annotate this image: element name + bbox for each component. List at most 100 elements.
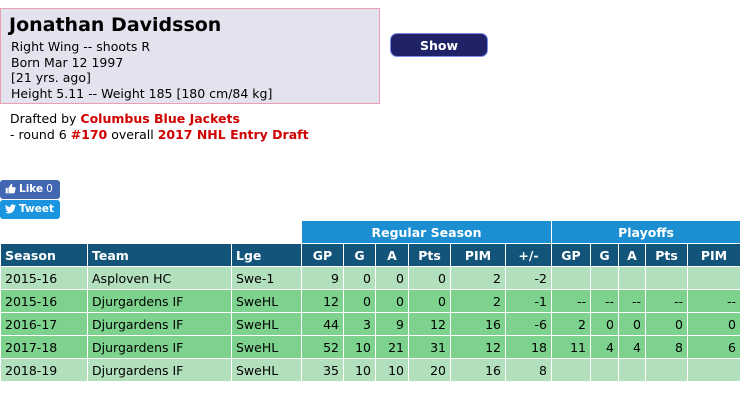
like-count: 0	[46, 183, 53, 195]
cell-reg-pim: 16	[450, 358, 506, 382]
cell-league: SweHL	[231, 358, 302, 382]
cell-po-pts	[645, 358, 688, 382]
table-row: 2017-18 Djurgardens IF SweHL 52 10 21 31 12 18 11…	[0, 335, 741, 359]
cell-reg-pim: 16	[450, 312, 506, 336]
cell-po-g	[590, 266, 619, 290]
cell-reg-g: 0	[343, 266, 376, 290]
column-header-team: Team	[87, 243, 232, 267]
draft-line-1: Drafted by Columbus Blue Jackets	[10, 111, 309, 127]
cell-team: Djurgardens IF	[87, 312, 232, 336]
cell-po-pim	[687, 358, 741, 382]
column-header-reg-pts: Pts	[408, 243, 451, 267]
blank-header-cell	[0, 220, 302, 244]
draft-team-link[interactable]: Columbus Blue Jackets	[80, 111, 240, 126]
cell-po-g: --	[590, 289, 619, 313]
thumbs-up-icon	[5, 183, 16, 194]
twitter-bird-icon	[5, 204, 16, 214]
player-position: Right Wing -- shoots R	[11, 39, 151, 54]
cell-reg-plus-minus: -6	[505, 312, 552, 336]
cell-reg-pim: 2	[450, 266, 506, 290]
cell-reg-g: 3	[343, 312, 376, 336]
cell-reg-gp: 12	[301, 289, 344, 313]
cell-po-g: 4	[590, 335, 619, 359]
cell-reg-a: 9	[375, 312, 409, 336]
stats-table-body: 2015-16 Asploven HC Swe-1 9 0 0 0 2 -2 2015-16 Dju…	[0, 266, 741, 382]
regular-season-header: Regular Season	[301, 220, 552, 244]
cell-po-gp	[551, 266, 591, 290]
draft-name-link[interactable]: 2017 NHL Entry Draft	[157, 127, 309, 142]
cell-reg-a: 10	[375, 358, 409, 382]
cell-reg-pts: 12	[408, 312, 451, 336]
cell-po-a: --	[618, 289, 646, 313]
table-row: 2016-17 Djurgardens IF SweHL 44 3 9 12 16 -6 2 0 0 0…	[0, 312, 741, 336]
column-header-reg-plus-minus: +/-	[505, 243, 552, 267]
column-header-reg-g: G	[343, 243, 376, 267]
cell-po-pim: --	[687, 289, 741, 313]
like-label: Like	[19, 183, 44, 195]
cell-reg-gp: 52	[301, 335, 344, 359]
table-row: 2015-16 Djurgardens IF SweHL 12 0 0 0 2 -1 -- -- --…	[0, 289, 741, 313]
tweet-button[interactable]: Tweet	[0, 200, 60, 219]
cell-po-pts: 8	[645, 335, 688, 359]
cell-team: Asploven HC	[87, 266, 232, 290]
column-header-reg-pim: PIM	[450, 243, 506, 267]
column-header-po-gp: GP	[551, 243, 591, 267]
player-name: Jonathan Davidsson	[9, 14, 222, 36]
cell-league: SweHL	[231, 289, 302, 313]
group-header-row: Regular Season Playoffs	[0, 220, 741, 244]
cell-season: 2018-19	[0, 358, 88, 382]
player-info-box: Jonathan Davidsson Right Wing -- shoots …	[0, 8, 380, 104]
cell-reg-g: 0	[343, 289, 376, 313]
cell-po-pts: --	[645, 289, 688, 313]
cell-reg-a: 0	[375, 266, 409, 290]
cell-po-pim: 0	[687, 312, 741, 336]
cell-po-g: 0	[590, 312, 619, 336]
column-header-league: Lge	[231, 243, 302, 267]
cell-po-gp: 11	[551, 335, 591, 359]
column-header-season: Season	[0, 243, 88, 267]
cell-po-a	[618, 358, 646, 382]
show-trades-button[interactable]: Show Trades	[390, 33, 488, 75]
cell-po-a: 4	[618, 335, 646, 359]
cell-po-pts	[645, 266, 688, 290]
cell-po-gp	[551, 358, 591, 382]
table-row: 2018-19 Djurgardens IF SweHL 35 10 10 20 16 8	[0, 358, 741, 382]
player-born: Born Mar 12 1997	[11, 54, 124, 70]
cell-reg-g: 10	[343, 335, 376, 359]
cell-season: 2015-16	[0, 266, 88, 290]
column-header-po-pim: PIM	[687, 243, 741, 267]
stats-table: Regular Season Playoffs Season Team Lge GP G…	[0, 220, 741, 382]
column-header-row: Season Team Lge GP G A Pts PIM +/- GP G A Pts PIM	[0, 243, 741, 267]
cell-po-a: 0	[618, 312, 646, 336]
cell-team: Djurgardens IF	[87, 358, 232, 382]
facebook-like-button[interactable]: Like 0	[0, 180, 60, 199]
cell-reg-plus-minus: 8	[505, 358, 552, 382]
cell-po-a	[618, 266, 646, 290]
cell-reg-pts: 0	[408, 266, 451, 290]
cell-reg-gp: 44	[301, 312, 344, 336]
cell-team: Djurgardens IF	[87, 289, 232, 313]
cell-po-pim	[687, 266, 741, 290]
column-header-reg-a: A	[375, 243, 409, 267]
draft-prefix: Drafted by	[10, 111, 81, 126]
cell-reg-gp: 9	[301, 266, 344, 290]
cell-league: SweHL	[231, 312, 302, 336]
cell-po-g	[590, 358, 619, 382]
cell-reg-plus-minus: 18	[505, 335, 552, 359]
cell-league: SweHL	[231, 335, 302, 359]
cell-reg-plus-minus: -1	[505, 289, 552, 313]
cell-reg-pts: 20	[408, 358, 451, 382]
cell-reg-a: 0	[375, 289, 409, 313]
cell-team: Djurgardens IF	[87, 335, 232, 359]
cell-reg-g: 10	[343, 358, 376, 382]
cell-season: 2017-18	[0, 335, 88, 359]
draft-pick-link[interactable]: #170	[70, 127, 108, 142]
draft-overall: overall	[107, 127, 158, 142]
cell-po-pim: 6	[687, 335, 741, 359]
cell-season: 2015-16	[0, 289, 88, 313]
column-header-po-pts: Pts	[645, 243, 688, 267]
cell-reg-plus-minus: -2	[505, 266, 552, 290]
cell-reg-pts: 31	[408, 335, 451, 359]
column-header-po-a: A	[618, 243, 646, 267]
draft-info: Drafted by Columbus Blue Jackets - round…	[10, 111, 309, 143]
